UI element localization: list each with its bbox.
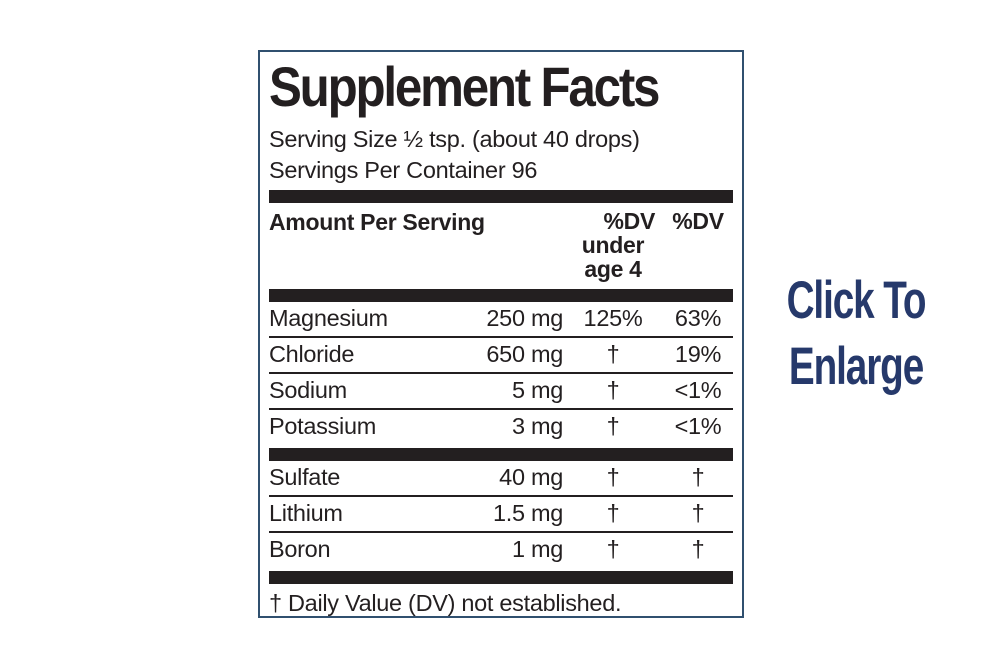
click-to-enlarge-line1: Click To [786, 271, 927, 330]
nutrient-amount: 1.5 mg [492, 500, 563, 526]
table-header-row: Amount Per Serving %DV under age 4 %DV [269, 203, 733, 285]
table-row: Potassium 3 mg † <1% [269, 408, 733, 444]
dv-under4-value: † [606, 500, 620, 526]
header-dv-under-age4: %DV under age 4 [563, 209, 663, 281]
dv-value: <1% [674, 377, 722, 403]
header-dv-under-age4-line1: %DV [603, 208, 655, 234]
dv-under4-value: † [606, 377, 620, 403]
dv-value: 63% [674, 305, 722, 331]
supplement-facts-label[interactable]: Supplement Facts Serving Size ½ tsp. (ab… [258, 50, 744, 618]
nutrient-group-2: Sulfate 40 mg † † Lithium 1.5 mg † † Bor… [269, 461, 733, 567]
divider-bar-header [269, 289, 733, 302]
nutrient-amount: 650 mg [486, 341, 563, 367]
dv-value: † [691, 464, 705, 490]
nutrient-name: Sodium [269, 377, 347, 403]
nutrient-group-1: Magnesium 250 mg 125% 63% Chloride 650 m… [269, 302, 733, 444]
nutrient-name: Potassium [269, 413, 377, 439]
daily-value-footnote: † Daily Value (DV) not established. [269, 590, 622, 616]
dv-under4-value: † [606, 464, 620, 490]
dv-value: † [691, 500, 705, 526]
divider-bar-middle [269, 448, 733, 461]
dv-under4-value: † [606, 413, 620, 439]
nutrient-name: Chloride [269, 341, 355, 367]
click-to-enlarge-line2: Enlarge [788, 337, 924, 396]
dv-value: † [691, 536, 705, 562]
table-row: Sulfate 40 mg † † [269, 461, 733, 495]
header-dv-under-age4-line3: age 4 [584, 256, 642, 282]
click-to-enlarge[interactable]: Click To Enlarge [784, 268, 927, 400]
nutrient-name: Sulfate [269, 464, 341, 490]
nutrient-name: Lithium [269, 500, 343, 526]
nutrient-name: Boron [269, 536, 331, 562]
table-row: Magnesium 250 mg 125% 63% [269, 302, 733, 336]
table-row: Boron 1 mg † † [269, 531, 733, 567]
nutrient-amount: 3 mg [511, 413, 563, 439]
divider-bar-bottom [269, 571, 733, 584]
dv-value: <1% [674, 413, 722, 439]
label-title: Supplement Facts [269, 55, 660, 118]
dv-under4-value: 125% [583, 305, 643, 331]
servings-per-container-text: Servings Per Container 96 [269, 157, 538, 183]
header-dv-under-age4-line2: under [581, 232, 645, 258]
table-row: Chloride 650 mg † 19% [269, 336, 733, 372]
nutrient-amount: 40 mg [499, 464, 563, 490]
header-amount-per-serving: Amount Per Serving [269, 209, 485, 235]
dv-value: 19% [674, 341, 722, 367]
header-dv: %DV [672, 208, 724, 234]
nutrient-amount: 5 mg [511, 377, 563, 403]
table-row: Lithium 1.5 mg † † [269, 495, 733, 531]
table-row: Sodium 5 mg † <1% [269, 372, 733, 408]
nutrient-amount: 250 mg [486, 305, 563, 331]
nutrient-amount: 1 mg [511, 536, 563, 562]
dv-under4-value: † [606, 341, 620, 367]
dv-under4-value: † [606, 536, 620, 562]
serving-size-text: Serving Size ½ tsp. (about 40 drops) [269, 126, 640, 152]
nutrient-name: Magnesium [269, 305, 388, 331]
divider-bar-top [269, 190, 733, 203]
